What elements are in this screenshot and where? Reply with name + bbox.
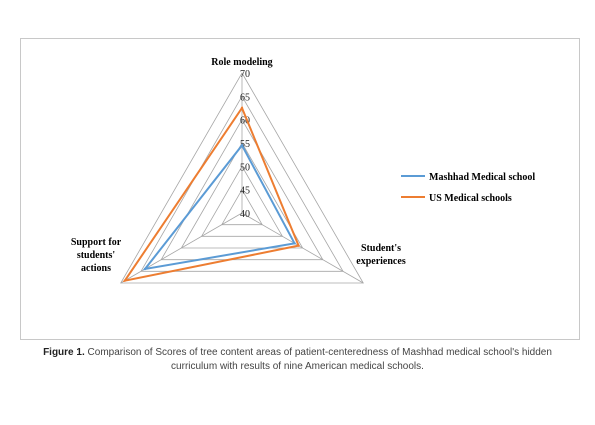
tick-label: 70 — [240, 69, 250, 80]
data-point — [143, 267, 147, 271]
tick-label: 55 — [240, 139, 250, 150]
grid-ring — [180, 142, 304, 249]
data-point — [293, 242, 296, 245]
axis-spoke — [241, 212, 364, 284]
series-line — [142, 143, 297, 271]
grid-ring — [120, 72, 364, 284]
axis-label-line: Support for — [71, 237, 122, 248]
series-line — [122, 105, 300, 283]
grid-ring — [221, 188, 263, 226]
data-point — [240, 106, 244, 110]
grid-ring — [200, 165, 284, 237]
axis-label: Student's experiences — [356, 243, 406, 267]
axis-label: Support for students' actions — [71, 237, 122, 274]
axis-spoke — [120, 212, 243, 284]
axis-label-line: students' — [77, 250, 116, 261]
figure-label: Figure 1. — [43, 347, 85, 358]
legend-label: Mashhad Medical school — [429, 172, 535, 183]
tick-label: 40 — [240, 209, 250, 220]
axis-label-line: Role modeling — [211, 57, 272, 68]
grid-ring — [160, 118, 324, 261]
tick-label: 45 — [240, 186, 250, 197]
axis-label-line: Student's — [361, 243, 401, 254]
tick-label: 65 — [240, 92, 250, 103]
figure-caption-text: Comparison of Scores of tree content are… — [87, 347, 552, 372]
chart-frame: 40 45 50 55 60 65 70 Role modeling Student's expe… — [20, 38, 580, 340]
axis-label: Role modeling — [211, 57, 272, 68]
data-point — [297, 244, 300, 247]
tick-label: 50 — [240, 162, 250, 173]
axis-label-line: actions — [81, 263, 111, 274]
axis-label-line: experiences — [356, 256, 406, 267]
legend-label: US Medical schools — [429, 193, 512, 204]
tick-label: 60 — [240, 116, 250, 127]
data-point — [240, 144, 244, 147]
data-point — [123, 279, 126, 282]
figure-caption: Figure 1. Comparison of Scores of tree c… — [40, 346, 555, 374]
